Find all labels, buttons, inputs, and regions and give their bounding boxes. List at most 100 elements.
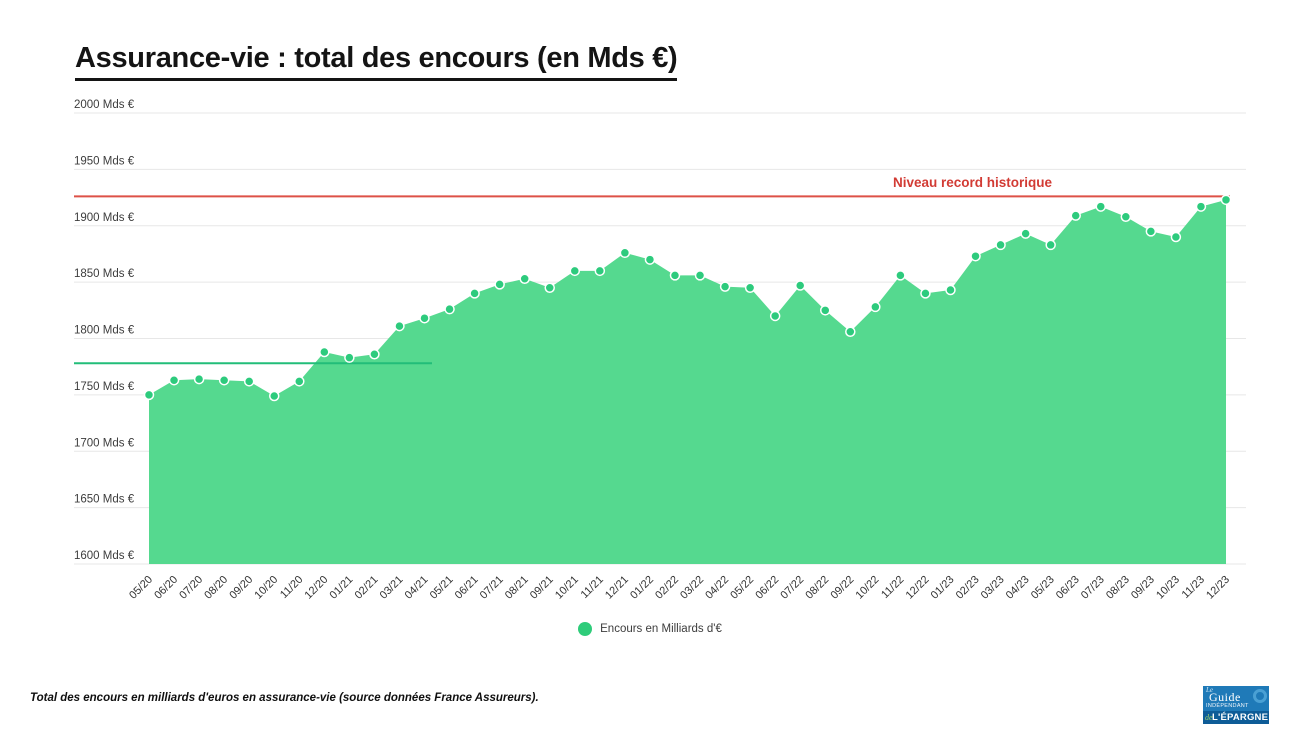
data-point	[1070, 210, 1081, 221]
data-point	[794, 280, 806, 291]
x-axis-tick-label: 06/21	[453, 574, 481, 602]
data-point	[569, 265, 581, 277]
logo-band	[1203, 711, 1269, 724]
x-axis-tick-label: 01/23	[929, 574, 957, 602]
y-axis-tick-label: 1600 Mds €	[74, 550, 135, 562]
legend-series-label: Encours en Milliards d'€	[600, 623, 722, 635]
y-axis-tick-label: 1950 Mds €	[74, 155, 135, 167]
data-point	[494, 279, 505, 290]
x-axis-tick-label: 06/23	[1054, 574, 1082, 602]
chart-legend[interactable]: Encours en Milliards d'€	[0, 622, 1300, 636]
y-axis-tick-label: 1850 Mds €	[74, 268, 135, 280]
data-point	[344, 352, 355, 363]
x-axis-tick-label: 03/22	[678, 574, 706, 602]
data-point	[444, 303, 455, 315]
x-axis-tick-label: 08/20	[202, 574, 230, 602]
data-point	[845, 326, 856, 337]
data-point	[870, 301, 881, 313]
x-axis-tick-label: 09/22	[828, 574, 856, 602]
x-axis-tick-label: 02/21	[353, 574, 381, 602]
data-point	[143, 389, 155, 401]
logo-ring-icon	[1253, 689, 1267, 703]
data-point	[519, 273, 530, 284]
x-axis-tick-label: 12/22	[904, 574, 932, 602]
data-point	[970, 250, 981, 262]
x-axis-tick-label: 04/21	[403, 574, 431, 602]
page-title: Assurance-vie : total des encours (en Md…	[75, 42, 678, 81]
area-series-fill	[149, 199, 1226, 564]
x-axis-tick-label: 11/22	[879, 574, 906, 601]
data-point	[945, 284, 956, 296]
data-point	[319, 346, 330, 358]
y-axis-tick-label: 1800 Mds €	[74, 325, 135, 337]
x-axis-tick-label: 09/20	[227, 574, 255, 602]
x-axis-tick-label: 02/22	[653, 574, 681, 602]
x-axis-tick-label: 12/23	[1204, 574, 1232, 602]
data-point	[619, 247, 631, 259]
x-axis-tick-label: 05/21	[428, 574, 456, 602]
x-axis-tick-label: 02/23	[954, 574, 982, 602]
data-point	[920, 288, 931, 299]
data-point	[669, 270, 681, 281]
data-point	[1220, 194, 1232, 206]
encours-area-chart: 2000 Mds € 1950 Mds € 1900 Mds € 1850 Mds €…	[60, 95, 1260, 625]
chart-canvas: 2000 Mds € 1950 Mds € 1900 Mds € 1850 Mds €…	[74, 99, 1246, 602]
logo-word-guide: Guide	[1209, 690, 1241, 704]
x-axis-tick-label: 04/22	[703, 574, 731, 602]
data-point	[544, 282, 555, 294]
data-point	[469, 288, 480, 299]
x-axis-tick-label: 12/21	[603, 574, 631, 602]
y-axis-tick-label: 2000 Mds €	[74, 99, 135, 111]
data-point	[1120, 211, 1132, 222]
y-axis-tick-label: 1650 Mds €	[74, 494, 135, 506]
data-point	[1195, 201, 1207, 212]
logo-word-le: Le	[1206, 686, 1213, 694]
x-axis-tick-label: 08/21	[503, 574, 531, 602]
data-point	[1095, 201, 1107, 212]
data-point	[694, 270, 706, 281]
record-annotation-label: Niveau record historique	[893, 175, 1053, 190]
data-point	[218, 374, 230, 386]
x-axis-tick-label: 07/22	[778, 574, 806, 602]
x-axis-tick-label: 08/22	[803, 574, 831, 602]
guide-epargne-logo: Le Guide INDÉPENDANT de L'ÉPARGNE	[1203, 686, 1269, 724]
data-point	[419, 312, 430, 324]
data-point	[394, 320, 405, 332]
x-axis-tick-label: 10/22	[854, 574, 882, 602]
x-axis-tick-label: 05/20	[127, 574, 155, 602]
logo-word-de: de	[1205, 713, 1213, 722]
x-axis-tick-label: 10/23	[1154, 574, 1182, 602]
x-axis-tick-label: 03/21	[378, 574, 406, 602]
x-axis-tick-label: 11/21	[579, 574, 606, 601]
y-axis-tick-label: 1700 Mds €	[74, 437, 135, 449]
x-axis-tick-label: 12/20	[302, 574, 330, 602]
x-axis-tick-label: 11/20	[278, 574, 305, 601]
data-point	[168, 374, 180, 386]
data-point	[895, 270, 906, 281]
x-axis-tick-label: 07/23	[1079, 574, 1107, 602]
x-axis-tick-label: 07/21	[478, 574, 506, 602]
y-axis-tick-label: 1750 Mds €	[74, 381, 135, 393]
x-axis-tick-label: 01/22	[628, 574, 656, 602]
x-axis-tick-label: 09/21	[528, 574, 556, 602]
data-point	[744, 282, 756, 294]
x-axis-tick-label: 06/20	[152, 574, 180, 602]
data-point	[294, 376, 305, 387]
data-point	[268, 390, 280, 402]
x-axis-tick-label: 05/22	[728, 574, 756, 602]
x-axis-tick-label: 01/21	[328, 574, 356, 602]
data-point	[769, 310, 781, 322]
y-axis-tick-label: 1900 Mds €	[74, 212, 135, 224]
x-axis-tick-label: 11/23	[1180, 574, 1207, 601]
data-point	[1045, 239, 1056, 251]
logo-word-independant: INDÉPENDANT	[1206, 703, 1249, 709]
x-axis-tick-label: 05/23	[1029, 574, 1057, 602]
source-note: Total des encours en milliards d'euros e…	[30, 692, 539, 704]
data-point	[1020, 228, 1031, 239]
x-axis-tick-label: 10/21	[553, 574, 581, 602]
data-point	[644, 254, 656, 265]
x-axis-tick-label: 06/22	[753, 574, 781, 602]
x-axis-tick-label: 07/20	[177, 574, 205, 602]
data-point	[594, 265, 606, 277]
x-axis-tick-label: 10/20	[252, 574, 280, 602]
